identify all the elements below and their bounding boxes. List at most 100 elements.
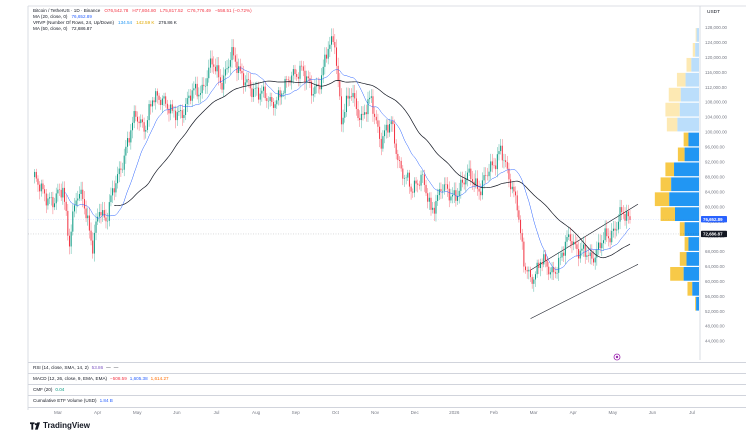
candle-body — [35, 171, 37, 179]
candle-body — [448, 188, 450, 201]
volume-profile-up-bar — [669, 192, 699, 207]
legend-ma50[interactable]: MA (50, close, 0) 72,686.87 — [33, 26, 96, 32]
candle-body — [488, 171, 490, 177]
candle-body — [539, 262, 541, 269]
candle — [49, 192, 51, 205]
candle-body — [453, 190, 455, 195]
candle-body — [412, 191, 414, 193]
etf-volume-value: 1.84 B — [99, 398, 113, 403]
candle-body — [196, 83, 198, 97]
candle — [226, 59, 228, 75]
candle-body — [62, 187, 64, 198]
candle-body — [281, 93, 283, 98]
legend-symbol[interactable]: Bitcoin / TetherUS · 1D · Binance O76,542… — [33, 8, 256, 14]
candle-body — [195, 83, 197, 89]
volume-profile-down-bar — [677, 147, 685, 162]
candle-body — [155, 91, 157, 103]
candle — [445, 177, 447, 191]
candle-body — [55, 193, 57, 204]
candle-body — [427, 193, 429, 202]
candle — [559, 251, 561, 266]
candle — [564, 235, 566, 264]
candle-body — [67, 210, 69, 236]
event-marker[interactable] — [613, 353, 621, 361]
candle-body — [480, 191, 482, 196]
time-axis[interactable]: Mar Apr May Jun Jul Aug Sep Oct Nov Dec 2026 Feb Mar… — [54, 410, 695, 415]
candle-body — [287, 79, 289, 81]
time-tick-label: Apr — [94, 410, 102, 415]
candle-body — [224, 69, 226, 76]
time-tick-label: Nov — [371, 410, 380, 415]
candle — [155, 88, 157, 110]
candle — [291, 71, 293, 90]
candle — [299, 60, 301, 87]
cmf-pane[interactable]: CMF (20) 0.04 — [28, 384, 746, 396]
etf-volume-legend: Cumulative ETF Volume (USD) 1.84 B — [33, 398, 116, 403]
candle-body — [491, 161, 493, 166]
legend-ma20[interactable]: MA (20, close, 0) 76,652.89 — [33, 14, 96, 20]
candle-body — [47, 198, 49, 206]
candle — [103, 202, 105, 221]
candle — [500, 138, 502, 155]
candle-body — [485, 175, 487, 176]
candle-body — [345, 95, 347, 113]
candle — [621, 199, 623, 220]
candle-body — [506, 162, 508, 169]
candle — [622, 205, 624, 219]
candle-body — [475, 178, 477, 186]
candle-body — [611, 230, 613, 243]
candle-body — [463, 182, 465, 185]
macd-pane[interactable]: MACD (12, 26, close, 9, EMA, EMA) −508.59… — [28, 373, 746, 385]
candle-body — [168, 108, 170, 114]
candle-body — [591, 252, 593, 259]
candle-body — [284, 78, 286, 94]
candle — [120, 161, 122, 177]
time-tick-label: Jun — [649, 410, 657, 415]
candle — [538, 259, 540, 275]
candle-body — [45, 193, 47, 206]
candle-body — [556, 272, 558, 274]
candle — [413, 177, 415, 198]
candle-body — [505, 160, 507, 163]
candle — [123, 148, 125, 177]
candle-body — [201, 84, 203, 94]
price-tick-label: 116,000.00 — [705, 70, 727, 75]
price-badge-label: 72,686.87 — [703, 232, 723, 237]
candle — [437, 188, 439, 206]
candle — [241, 63, 243, 80]
candle-body — [98, 212, 100, 217]
tradingview-logo[interactable]: TradingView — [30, 421, 90, 430]
candle — [251, 81, 253, 103]
price-tick-label: 84,000.00 — [705, 189, 725, 194]
candle — [339, 72, 341, 100]
candle-body — [93, 232, 95, 254]
candle — [357, 101, 359, 121]
candle-body — [135, 111, 137, 117]
volume-profile-down-bar — [660, 177, 672, 192]
candle-body — [150, 104, 152, 107]
candle — [281, 90, 283, 105]
time-tick-label: Aug — [252, 410, 261, 415]
candle-body — [77, 198, 79, 201]
candle — [629, 209, 631, 224]
rsi-pane[interactable]: RSI (14, close, SMA, 14, 2) 53.86— — — [28, 362, 746, 374]
price-axis[interactable]: 128,000.00 124,000.00 120,000.00 116,000.00… — [705, 25, 728, 344]
candle-body — [88, 215, 90, 231]
etf-volume-pane[interactable]: Cumulative ETF Volume (USD) 1.84 B — [28, 395, 746, 408]
candle-body — [198, 94, 200, 97]
candle — [490, 153, 492, 180]
candle-body — [599, 242, 601, 249]
candle-body — [563, 252, 565, 256]
candle-body — [569, 234, 571, 242]
candle — [163, 92, 165, 107]
candle-body — [511, 186, 513, 190]
candle-body — [143, 122, 145, 132]
candle-body — [528, 269, 530, 272]
candle — [145, 125, 147, 139]
candle — [452, 187, 454, 204]
price-tick-label: 56,000.00 — [705, 294, 725, 299]
candle — [583, 236, 585, 257]
candle — [267, 96, 269, 110]
legend-vrvp[interactable]: VRVP (Number Of Rows, 24, Up/Down) 134.54… — [33, 20, 181, 26]
